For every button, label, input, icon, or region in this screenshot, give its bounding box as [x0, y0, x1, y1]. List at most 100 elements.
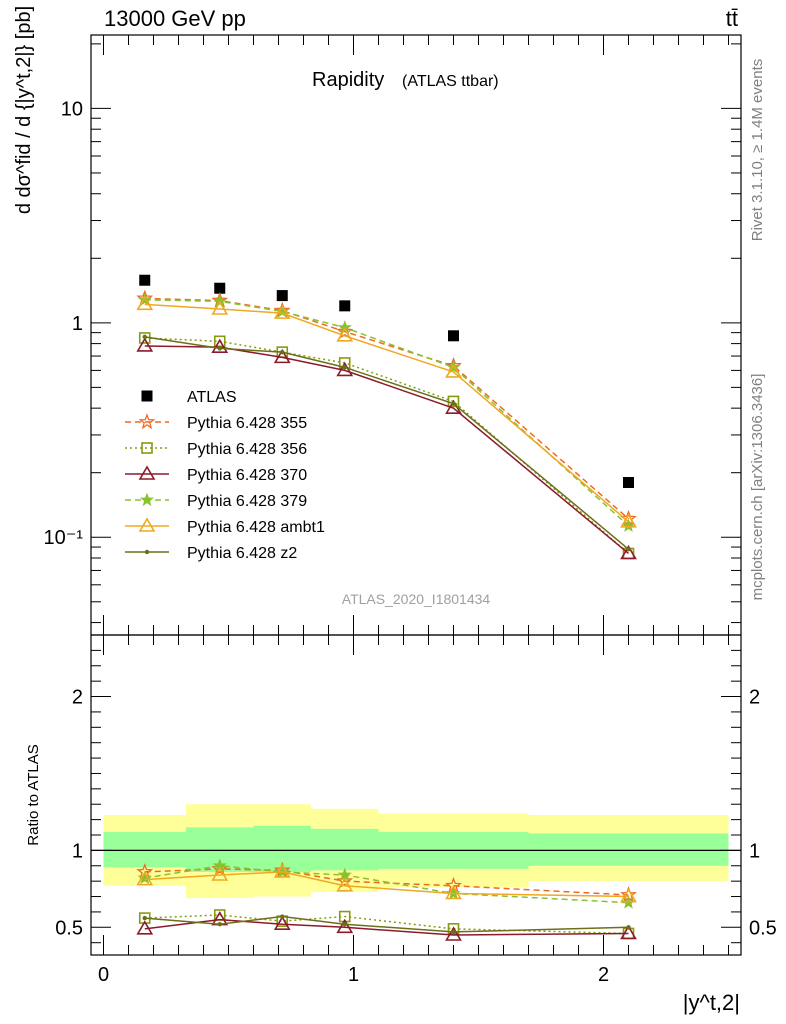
- ratio-point-pythia-6-428-ambt1: [211, 866, 229, 881]
- main-subtitle: (ATLAS ttbar): [402, 73, 499, 90]
- main-point-pythia-6-428-ambt1: [445, 363, 462, 378]
- main-ytick-label: 10⁻¹: [44, 527, 84, 549]
- main-point-pythia-6-428-370: [620, 544, 637, 560]
- main-point-pythia-6-428-379: [137, 292, 152, 306]
- ratio-line-pythia-6-428-379: [144, 865, 629, 904]
- main-point-pythia-6-428-z2: [142, 334, 147, 340]
- ratio-point-pythia-6-428-z2: [342, 922, 347, 927]
- rivet-label: Rivet 3.1.10, ≥ 1.4M events: [749, 59, 766, 242]
- legend: ATLAS Pythia 6.428 355 Pythia 6.428 356 Pyt…: [125, 389, 325, 562]
- ratio-frame: [90, 634, 742, 956]
- main-point-atlas: [276, 290, 288, 302]
- main-point-atlas: [139, 274, 151, 286]
- main-point-pythia-6-428-370: [211, 338, 229, 353]
- main-line-pythia-6-428-379: [144, 299, 630, 527]
- main-point-pythia-6-428-z2: [342, 365, 347, 370]
- main-point-pythia-6-428-370: [273, 348, 291, 364]
- ratio-panel: 0 1 2 0.5 0.5 1 1 2 2: [55, 634, 777, 986]
- legend-label-pythia-6-428-356: Pythia 6.428 356: [187, 441, 307, 458]
- ratio-line-pythia-6-428-370: [144, 918, 629, 936]
- main-point-pythia-6-428-ambt1: [273, 304, 291, 319]
- legend-label-pythia-6-428-355: Pythia 6.428 355: [187, 415, 307, 432]
- ratio-point-pythia-6-428-355: [336, 872, 354, 889]
- main-point-pythia-6-428-355: [336, 322, 354, 339]
- ratio-point-pythia-6-428-z2: [142, 915, 147, 921]
- ratio-point-pythia-6-428-370: [136, 920, 154, 935]
- watermark: ATLAS_2020_I1801434: [342, 591, 491, 607]
- ratio-line-pythia-6-428-z2: [144, 915, 629, 933]
- main-point-atlas: [339, 300, 351, 312]
- main-point-pythia-6-428-z2: [451, 401, 456, 406]
- mcplots-label: mcplots.cern.ch [arXiv:1306.3436]: [749, 374, 766, 601]
- ratio-point-pythia-6-428-ambt1: [336, 877, 354, 892]
- main-point-atlas: [623, 477, 634, 489]
- main-point-pythia-6-428-z2: [280, 349, 285, 355]
- ratio-point-pythia-6-428-ambt1: [445, 884, 462, 900]
- main-point-pythia-6-428-ambt1: [620, 513, 637, 528]
- ratio-ytick-label: 1: [72, 840, 83, 862]
- ratio-line-pythia-6-428-ambt1: [144, 871, 629, 898]
- ratio-point-pythia-6-428-370: [620, 924, 637, 940]
- legend-entry-pythia-6-428-370: Pythia 6.428 370: [125, 465, 307, 484]
- legend-marker-pythia-6-428-379: [139, 492, 155, 507]
- main-point-pythia-6-428-379: [621, 518, 636, 532]
- ratio-xtick-label: 0: [98, 964, 109, 986]
- ratio-point-pythia-6-428-ambt1: [273, 863, 291, 878]
- legend-entry-atlas: ATLAS: [141, 389, 237, 406]
- ratio-line-pythia-6-428-355: [144, 868, 629, 896]
- main-point-pythia-6-428-379: [446, 359, 461, 374]
- legend-marker-atlas: [141, 390, 153, 402]
- legend-label-pythia-6-428-ambt1: Pythia 6.428 ambt1: [187, 519, 325, 536]
- ratio-band-green: [103, 831, 186, 868]
- ratio-point-pythia-6-428-370: [445, 926, 462, 941]
- ratio-band-green: [311, 828, 379, 871]
- ratio-point-pythia-6-428-ambt1: [620, 887, 637, 903]
- legend-marker-pythia-6-428-370: [138, 465, 156, 480]
- main-point-pythia-6-428-z2: [626, 546, 631, 552]
- legend-marker-pythia-6-428-355: [138, 413, 156, 430]
- ratio-band-green: [528, 833, 729, 866]
- legend-label-pythia-6-428-z2: Pythia 6.428 z2: [187, 545, 297, 562]
- legend-entry-pythia-6-428-ambt1: Pythia 6.428 ambt1: [125, 517, 325, 536]
- ratio-point-pythia-6-428-z2: [280, 914, 285, 919]
- ratio-ytick-label-right: 0.5: [749, 917, 777, 939]
- main-line-pythia-6-428-355: [144, 297, 629, 520]
- legend-entry-pythia-6-428-356: Pythia 6.428 356: [125, 441, 307, 458]
- ratio-ytick-label-right: 2: [749, 687, 760, 709]
- ratio-ytick-label: 0.5: [55, 917, 83, 939]
- main-panel: 10⁻¹ 1 10: [44, 34, 742, 655]
- ratio-point-pythia-6-428-ambt1: [136, 871, 154, 886]
- main-ylabel: d dσ^fid / d {|y^t,2|} [pb]: [13, 6, 35, 214]
- main-point-atlas: [214, 282, 226, 294]
- main-point-pythia-6-428-z2: [217, 346, 222, 351]
- main-ytick-label: 1: [72, 313, 83, 335]
- legend-marker-pythia-6-428-ambt1: [138, 517, 156, 532]
- main-point-pythia-6-428-ambt1: [136, 295, 154, 311]
- legend-label-atlas: ATLAS: [187, 389, 237, 406]
- legend-marker-pythia-6-428-z2: [144, 549, 150, 555]
- main-point-pythia-6-428-370: [336, 361, 354, 377]
- legend-label-pythia-6-428-370: Pythia 6.428 370: [187, 467, 307, 484]
- ratio-xtick-label: 1: [348, 964, 359, 986]
- main-title: Rapidity: [312, 69, 384, 91]
- main-point-pythia-6-428-ambt1: [211, 300, 229, 315]
- legend-entry-pythia-6-428-355: Pythia 6.428 355: [125, 413, 307, 432]
- main-ytick-label: 10: [61, 98, 83, 120]
- ratio-point-pythia-6-428-z2: [451, 929, 456, 935]
- legend-marker-pythia-6-428-356: [141, 442, 153, 454]
- main-line-pythia-6-428-356: [144, 337, 629, 555]
- main-line-pythia-6-428-ambt1: [144, 303, 629, 523]
- legend-entry-pythia-6-428-379: Pythia 6.428 379: [125, 492, 307, 510]
- ratio-xlabel: |y^t,2|: [683, 990, 740, 1015]
- ratio-point-pythia-6-428-370: [273, 915, 291, 931]
- ratio-point-pythia-6-428-370: [336, 918, 354, 934]
- main-line-pythia-6-428-z2: [144, 336, 629, 550]
- main-point-pythia-6-428-ambt1: [336, 327, 354, 342]
- main-point-pythia-6-428-370: [136, 337, 154, 352]
- ratio-point-pythia-6-428-z2: [217, 922, 222, 927]
- ratio-xtick-label: 2: [598, 964, 609, 986]
- ratio-ytick-label: 2: [72, 687, 83, 709]
- ratio-ytick-label-right: 1: [749, 840, 760, 862]
- ratio-point-pythia-6-428-z2: [626, 925, 631, 930]
